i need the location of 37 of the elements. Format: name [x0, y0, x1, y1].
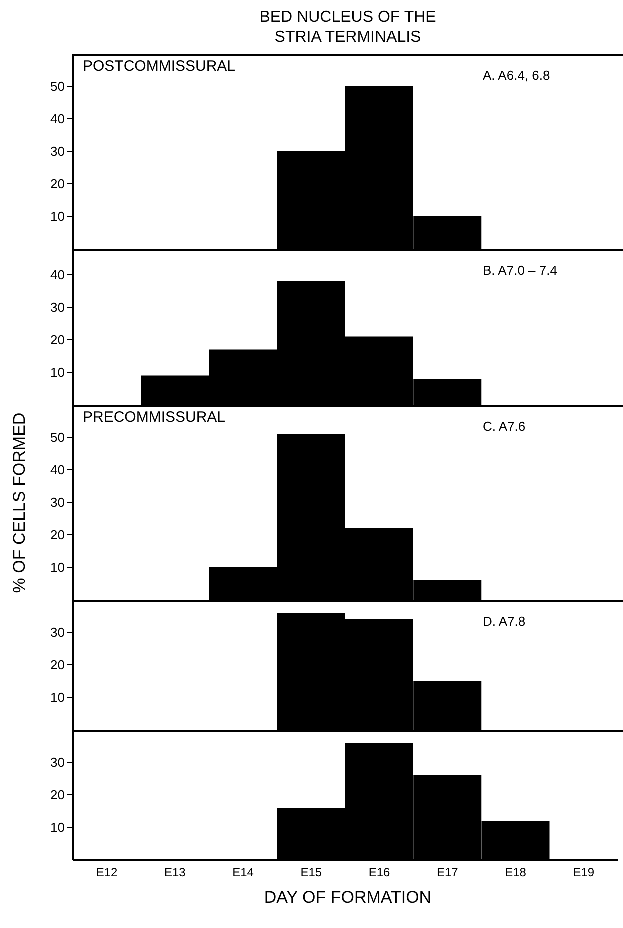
- y-tick-label: 30: [50, 625, 65, 640]
- y-tick-label: 10: [50, 690, 65, 706]
- chart-title: BED NUCLEUS OF THE STRIA TERMINALIS: [258, 8, 438, 48]
- y-tick-label: 20: [50, 788, 65, 803]
- x-tick-label: E19: [573, 866, 595, 880]
- x-axis-title: DAY OF FORMATION: [263, 888, 433, 908]
- annotation: C. A7.6: [483, 419, 526, 434]
- y-tick-label: 30: [50, 755, 65, 770]
- y-tick-label: 10: [50, 820, 65, 836]
- y-tick-label: 10: [50, 365, 65, 380]
- y-tick-label: 10: [50, 209, 65, 224]
- y-tick-label: 20: [50, 332, 65, 348]
- x-tick-label: E18: [505, 866, 527, 880]
- y-tick-label: 30: [50, 144, 65, 160]
- y-tick-label: 50: [50, 79, 65, 94]
- annotation: B. A7.0 – 7.4: [483, 263, 558, 278]
- y-tick-label: 20: [50, 528, 65, 543]
- annotation: PRECOMMISSURAL: [83, 409, 226, 426]
- annotation: A. A6.4, 6.8: [483, 68, 550, 83]
- y-tick-label: 50: [50, 430, 65, 446]
- x-tick-label: E14: [232, 866, 254, 880]
- annotation: POSTCOMMISSURAL: [83, 58, 236, 75]
- annotation: D. A7.8: [483, 614, 526, 629]
- x-tick-label: E17: [437, 866, 459, 880]
- x-tick-label: E16: [368, 866, 391, 880]
- y-tick-label: 40: [50, 268, 65, 283]
- y-tick-label: 30: [50, 300, 65, 316]
- x-tick-label: E13: [164, 866, 186, 880]
- y-tick-label: 30: [50, 495, 65, 510]
- y-tick-label: 10: [50, 560, 65, 576]
- y-tick-label: 20: [50, 176, 65, 192]
- y-tick-label: 40: [50, 462, 65, 478]
- y-tick-label: 40: [50, 112, 65, 127]
- y-axis-title: % OF CELLS FORMED: [10, 412, 30, 593]
- x-tick-label: E15: [300, 866, 322, 880]
- y-tick-label: 20: [50, 658, 65, 673]
- x-tick-label: E12: [96, 866, 118, 880]
